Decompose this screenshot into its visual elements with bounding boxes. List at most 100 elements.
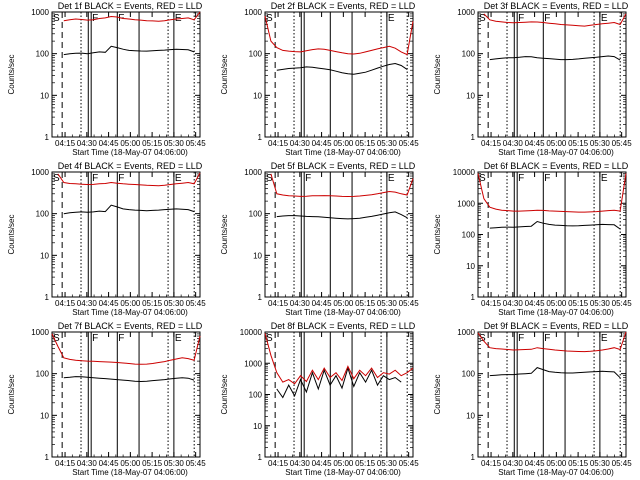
- x-tick-label: 05:45: [612, 139, 633, 148]
- y-axis-label: Counts/sec: [433, 54, 442, 94]
- x-tick-label: 05:00: [333, 459, 354, 468]
- x-tick-label: 04:15: [481, 139, 502, 148]
- y-axis-label: Counts/sec: [7, 374, 16, 414]
- chart-title: Det 4f BLACK = Events, RED = LLD: [58, 161, 203, 171]
- x-tick-label: 04:15: [268, 299, 289, 308]
- y-tick-label: 100: [36, 210, 50, 219]
- y-tick-label: 100: [249, 391, 263, 400]
- x-tick-label: 04:30: [77, 139, 98, 148]
- y-tick-label: 1: [471, 293, 476, 302]
- marker-label: S: [53, 13, 60, 24]
- series-events-line: [276, 62, 408, 75]
- x-tick-label: 04:30: [503, 299, 524, 308]
- plot-frame: [264, 11, 414, 138]
- marker-label: E: [601, 173, 608, 184]
- x-tick-label: 05:15: [568, 459, 589, 468]
- x-tick-label: 04:15: [481, 299, 502, 308]
- x-tick-label: 05:00: [120, 299, 141, 308]
- marker-label: S: [266, 173, 273, 184]
- x-tick-label: 05:15: [142, 139, 163, 148]
- x-tick-label: 05:30: [377, 459, 398, 468]
- x-axis-label: Start Time (18-May-07 04:06:00): [72, 148, 188, 157]
- y-tick-label: 100: [462, 50, 476, 59]
- plot-frame: [51, 11, 201, 138]
- y-tick-label: 100: [36, 50, 50, 59]
- chart-panel-7: Det 7f BLACK = Events, RED = LLD 1 10 100 10…: [7, 321, 206, 477]
- series-events-line: [63, 376, 195, 383]
- x-tick-label: 05:30: [590, 299, 611, 308]
- x-tick-label: 05:45: [186, 299, 207, 308]
- y-tick-label: 10: [466, 91, 475, 100]
- chart-title: Det 5f BLACK = Events, RED = LLD: [271, 161, 416, 171]
- x-tick-label: 04:45: [99, 139, 120, 148]
- x-axis-label: Start Time (18-May-07 04:06:00): [72, 468, 188, 477]
- y-tick-label: 100: [462, 231, 476, 240]
- series-lld-line: [264, 15, 414, 56]
- y-axis-label: Counts/sec: [433, 374, 442, 414]
- x-tick-label: 04:30: [77, 299, 98, 308]
- x-tick-label: 05:15: [355, 139, 376, 148]
- plot-frame: [51, 331, 201, 458]
- x-tick-label: 04:15: [55, 299, 76, 308]
- x-tick-label: 04:45: [525, 139, 546, 148]
- y-tick-label: 1000: [457, 199, 475, 208]
- chart-title: Det 8f BLACK = Events, RED = LLD: [271, 321, 416, 331]
- y-tick-label: 1: [471, 133, 476, 142]
- x-axis-label: Start Time (18-May-07 04:06:00): [498, 468, 614, 477]
- y-tick-label: 1000: [244, 359, 262, 368]
- marker-label: F: [544, 173, 550, 184]
- y-tick-label: 1: [258, 453, 263, 462]
- x-tick-label: 05:00: [546, 299, 567, 308]
- x-tick-label: 05:45: [399, 139, 420, 148]
- y-axis-label: Counts/sec: [220, 214, 229, 254]
- plot-frame: [51, 171, 201, 298]
- y-axis-label: Counts/sec: [7, 54, 16, 94]
- chart-panel-6: Det 6f BLACK = Events, RED = LLD 1 10 100 10…: [433, 161, 632, 317]
- series-events-line: [63, 204, 195, 215]
- x-tick-label: 04:30: [290, 299, 311, 308]
- x-tick-label: 04:15: [268, 459, 289, 468]
- marker-label: E: [601, 13, 608, 24]
- x-tick-label: 05:30: [164, 139, 185, 148]
- y-axis-label: Counts/sec: [220, 374, 229, 414]
- marker-label: F: [518, 173, 524, 184]
- marker-label: F: [544, 333, 550, 344]
- x-tick-label: 05:15: [568, 139, 589, 148]
- x-tick-label: 05:00: [546, 139, 567, 148]
- x-tick-label: 05:15: [355, 459, 376, 468]
- x-tick-label: 04:15: [268, 139, 289, 148]
- marker-label: F: [305, 173, 311, 184]
- y-axis-label: Counts/sec: [220, 54, 229, 94]
- y-axis-label: Counts/sec: [433, 214, 442, 254]
- marker-label: F: [118, 173, 124, 184]
- x-tick-label: 04:30: [77, 459, 98, 468]
- plot-frame: [264, 331, 414, 458]
- x-tick-label: 05:00: [120, 139, 141, 148]
- y-tick-label: 10: [253, 422, 262, 431]
- x-tick-label: 04:15: [55, 459, 76, 468]
- x-tick-label: 05:15: [568, 299, 589, 308]
- y-tick-label: 1: [258, 293, 263, 302]
- marker-label: F: [518, 333, 524, 344]
- x-tick-label: 04:30: [290, 459, 311, 468]
- chart-title: Det 3f BLACK = Events, RED = LLD: [484, 1, 629, 11]
- x-tick-label: 04:30: [503, 459, 524, 468]
- plot-frame: [477, 331, 627, 458]
- plot-frame: [477, 171, 627, 298]
- series-lld-line: [63, 11, 201, 22]
- x-tick-label: 04:45: [312, 459, 333, 468]
- marker-label: F: [92, 333, 98, 344]
- y-tick-label: 1: [258, 133, 263, 142]
- series-events-line: [489, 55, 621, 61]
- marker-label: E: [388, 13, 395, 24]
- x-tick-label: 04:45: [312, 139, 333, 148]
- x-tick-label: 05:30: [590, 139, 611, 148]
- x-tick-label: 04:45: [99, 299, 120, 308]
- y-tick-label: 1: [471, 453, 476, 462]
- x-axis-label: Start Time (18-May-07 04:06:00): [285, 308, 401, 317]
- y-tick-label: 1000: [31, 8, 49, 17]
- y-tick-label: 10: [40, 251, 49, 260]
- chart-panel-2: Det 2f BLACK = Events, RED = LLD 1 10 100 10…: [220, 1, 419, 157]
- x-tick-label: 04:30: [290, 139, 311, 148]
- x-tick-label: 05:00: [333, 139, 354, 148]
